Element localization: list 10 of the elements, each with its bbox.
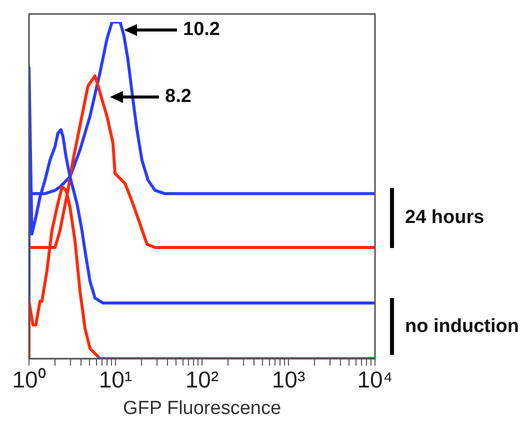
text: 24 hours — [405, 207, 484, 229]
x-tick-label: 10¹ — [98, 366, 132, 393]
x-axis-title: GFP Fluorescence — [122, 398, 282, 419]
x-tick-label: 10⁴ — [357, 366, 393, 393]
text: no induction — [405, 316, 519, 338]
annotation: 10.2 — [183, 19, 220, 41]
x-tick-label: 10⁰ — [12, 366, 46, 393]
x-tick-label: 10² — [185, 366, 219, 393]
x-tick-label: 10³ — [272, 366, 306, 393]
annotation: 8.2 — [165, 86, 192, 108]
